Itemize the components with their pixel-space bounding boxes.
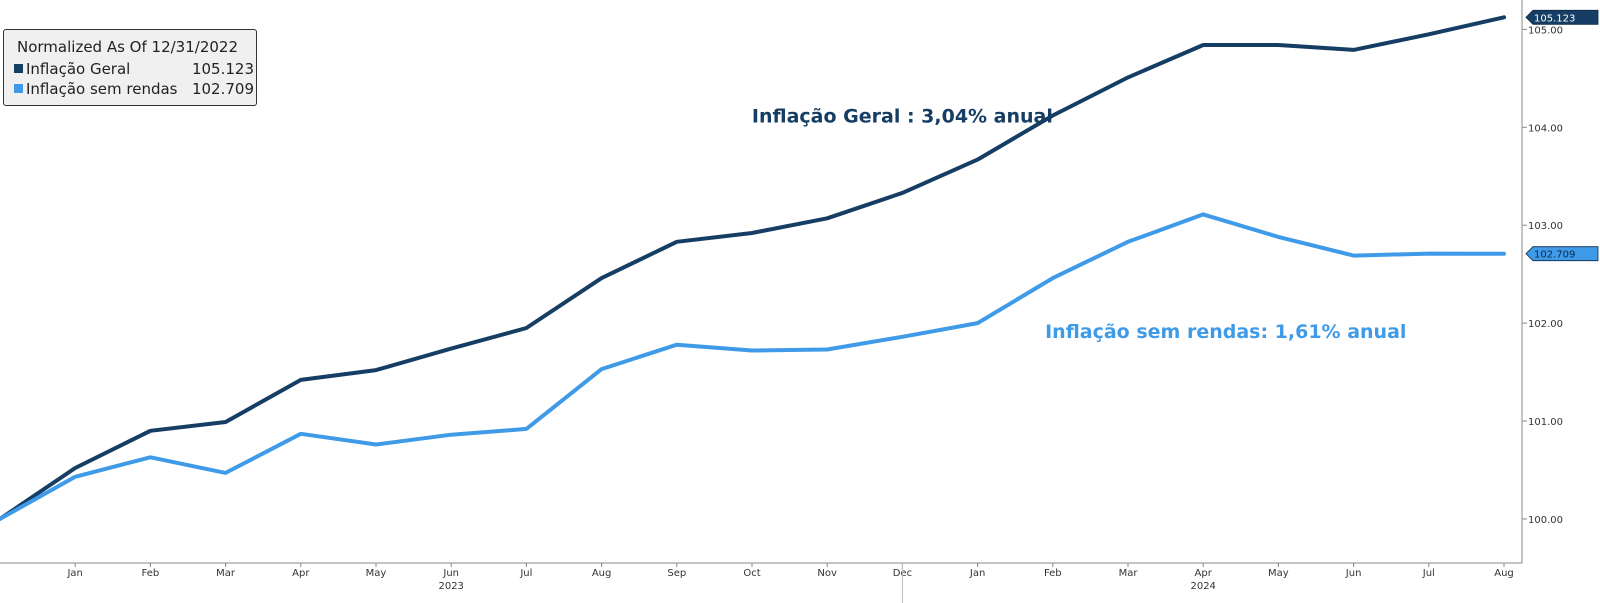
x-tick-label: Aug <box>1494 568 1514 579</box>
x-tick-label: May <box>366 568 387 579</box>
x-tick-label: Jul <box>1422 568 1435 579</box>
y-axis: 100.00 101.00 102.00 103.00 104.00 105.00 <box>1521 0 1563 563</box>
y-tick-label: 105.00 <box>1528 25 1563 36</box>
series-line-inflacao-sem-rendas <box>0 212 1506 521</box>
legend-item-inflacao-geral: Inflação Geral 105.123 <box>14 60 254 78</box>
y-tick-label: 104.00 <box>1528 123 1563 134</box>
y-tick-label: 103.00 <box>1528 221 1563 232</box>
legend: Normalized As Of 12/31/2022 Inflação Ger… <box>3 29 257 106</box>
y-tick-label: 101.00 <box>1528 417 1563 428</box>
x-tick-label: Feb <box>142 568 160 579</box>
x-tick-label: Jun <box>442 568 459 579</box>
legend-swatch <box>14 84 23 93</box>
legend-value: 105.123 <box>191 60 254 78</box>
x-axis: Jan Feb Mar Apr May Jun Jul Aug Sep Oct Nov Dec Jan F… <box>0 562 1522 603</box>
x-tick-label: Oct <box>743 568 760 579</box>
annotations: Inflação Geral : 3,04% anual Inflação sem… <box>752 105 1407 342</box>
legend-title: Normalized As Of 12/31/2022 <box>17 38 238 56</box>
last-value-tag-label: 105.123 <box>1534 13 1575 24</box>
last-value-tags: 105.123 102.709 <box>1525 9 1599 262</box>
x-tick-label: Jun <box>1345 568 1362 579</box>
x-tick-label: Jan <box>66 568 82 579</box>
x-tick-label: Apr <box>1195 568 1213 579</box>
legend-value: 102.709 <box>191 80 254 98</box>
legend-item-inflacao-sem-rendas: Inflação sem rendas 102.709 <box>14 80 254 98</box>
last-value-tag: 105.123 <box>1525 9 1599 25</box>
x-tick-label: Nov <box>817 568 837 579</box>
x-tick-label: Aug <box>592 568 612 579</box>
last-value-tag-bg <box>1525 246 1599 262</box>
last-value-tag-bg <box>1525 9 1599 25</box>
year-label: 2023 <box>438 581 463 592</box>
x-tick-label: Jan <box>969 568 985 579</box>
annotation-inflacao-geral: Inflação Geral : 3,04% anual <box>752 105 1053 127</box>
legend-label: Inflação Geral <box>26 60 131 78</box>
x-tick-label: Sep <box>667 568 686 579</box>
legend-label: Inflação sem rendas <box>26 80 178 98</box>
x-tick-label: Jul <box>519 568 532 579</box>
annotation-inflacao-sem-rendas: Inflação sem rendas: 1,61% anual <box>1045 321 1406 343</box>
last-value-tag: 102.709 <box>1525 246 1599 262</box>
last-value-tag-label: 102.709 <box>1534 250 1575 261</box>
y-tick-label: 100.00 <box>1528 515 1563 526</box>
x-tick-label: Mar <box>216 568 236 579</box>
y-tick-label: 102.00 <box>1528 319 1563 330</box>
plot-lines <box>0 15 1506 521</box>
x-tick-label: Apr <box>292 568 310 579</box>
x-tick-label: Feb <box>1044 568 1062 579</box>
x-tick-label: Mar <box>1119 568 1139 579</box>
legend-swatch <box>14 64 23 73</box>
x-tick-label: May <box>1268 568 1289 579</box>
year-label: 2024 <box>1190 581 1215 592</box>
